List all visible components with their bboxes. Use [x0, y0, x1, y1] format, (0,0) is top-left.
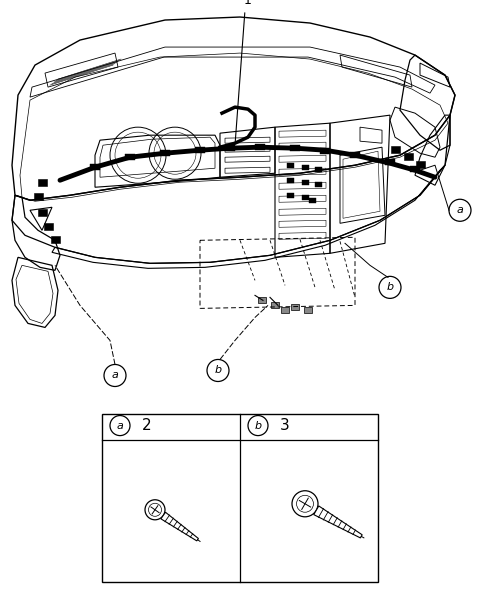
Bar [102, 414, 378, 582]
Text: b: b [254, 420, 262, 430]
Bar [291, 304, 299, 310]
Polygon shape [161, 512, 198, 541]
Text: a: a [111, 371, 119, 381]
Bar [51, 236, 60, 243]
FancyBboxPatch shape [225, 145, 235, 151]
Bar [287, 178, 294, 184]
FancyBboxPatch shape [90, 164, 100, 170]
FancyBboxPatch shape [255, 144, 265, 150]
Bar [34, 193, 43, 200]
Bar [302, 180, 309, 185]
Bar [38, 209, 47, 216]
Bar [404, 153, 413, 160]
Bar [287, 163, 294, 168]
Text: b: b [215, 365, 222, 375]
FancyBboxPatch shape [385, 159, 395, 165]
Bar [44, 223, 53, 230]
Bar [302, 165, 309, 170]
Bar [309, 198, 316, 203]
Bar [281, 307, 289, 313]
Bar [304, 307, 312, 313]
FancyBboxPatch shape [195, 147, 205, 153]
Bar [416, 161, 425, 168]
FancyBboxPatch shape [410, 166, 420, 172]
FancyBboxPatch shape [290, 145, 300, 151]
Bar [315, 182, 322, 187]
Bar [271, 303, 279, 308]
Bar [391, 146, 400, 153]
Bar [315, 167, 322, 172]
Text: 1: 1 [244, 0, 252, 7]
Text: a: a [456, 205, 463, 215]
FancyBboxPatch shape [350, 152, 360, 158]
Text: a: a [117, 420, 123, 430]
Bar [302, 195, 309, 200]
FancyBboxPatch shape [320, 148, 330, 154]
Bar [287, 193, 294, 198]
Text: 3: 3 [280, 418, 290, 433]
Bar [38, 179, 47, 186]
FancyBboxPatch shape [125, 154, 135, 160]
FancyBboxPatch shape [160, 150, 170, 156]
Polygon shape [314, 506, 362, 538]
Text: 2: 2 [142, 418, 152, 433]
Bar [258, 297, 266, 303]
Text: b: b [386, 282, 394, 292]
